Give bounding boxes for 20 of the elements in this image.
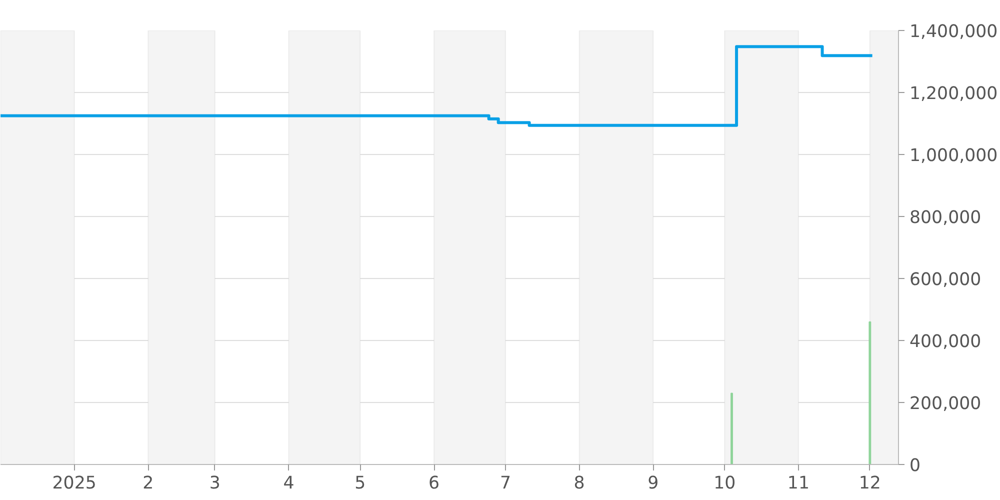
x-tick-label: 12 — [858, 474, 881, 494]
y-tick-label: 200,000 — [910, 394, 982, 414]
y-tick-label: 0 — [910, 456, 921, 476]
x-tick-label: 8 — [574, 474, 585, 494]
x-tick-label: 6 — [428, 474, 440, 494]
y-tick-label: 1,400,000 — [910, 22, 998, 42]
x-tick-label: 11 — [787, 474, 810, 494]
x-tick-label: 9 — [648, 474, 659, 494]
y-tick-label: 400,000 — [910, 332, 982, 352]
x-tick-label: 7 — [500, 474, 511, 494]
y-tick-label: 1,000,000 — [910, 146, 998, 166]
y-tick-label: 600,000 — [910, 270, 982, 290]
y-tick-label: 800,000 — [910, 208, 982, 228]
x-tick-label: 10 — [714, 474, 736, 494]
x-tick-label: 2025 — [52, 474, 96, 494]
x-tick-label: 4 — [283, 474, 294, 494]
x-tick-label: 5 — [354, 474, 366, 494]
x-tick-label: 2 — [142, 474, 154, 494]
x-tick-label: 3 — [209, 474, 220, 494]
y-tick-label: 1,200,000 — [910, 84, 998, 104]
